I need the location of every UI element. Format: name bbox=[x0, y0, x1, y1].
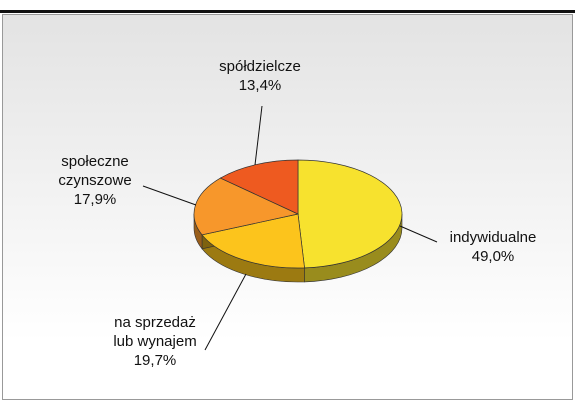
leader-line bbox=[254, 105, 263, 166]
category-label: społeczne czynszowe bbox=[58, 153, 132, 189]
category-label: na sprzedaż lub wynajem bbox=[113, 314, 197, 350]
slice-label: indywidualne 49,0% bbox=[450, 228, 537, 266]
value-label: 13,4% bbox=[238, 77, 282, 94]
slice-label: na sprzedaż lub wynajem 19,7% bbox=[113, 313, 196, 370]
pie-slice bbox=[297, 159, 403, 269]
leader-line bbox=[204, 273, 247, 351]
value-label: 17,9% bbox=[73, 191, 117, 208]
leader-line bbox=[142, 185, 197, 206]
leader-line bbox=[399, 225, 438, 243]
value-label: 19,7% bbox=[133, 352, 177, 369]
category-label: spółdzielcze bbox=[219, 58, 301, 75]
pie-slice bbox=[201, 213, 305, 269]
value-label: 49,0% bbox=[471, 248, 515, 265]
top-bar bbox=[0, 10, 575, 13]
slice-label: spółdzielcze 13,4% bbox=[219, 57, 301, 95]
category-label: indywidualne bbox=[449, 229, 537, 246]
slice-label: społeczne czynszowe 17,9% bbox=[58, 152, 131, 209]
